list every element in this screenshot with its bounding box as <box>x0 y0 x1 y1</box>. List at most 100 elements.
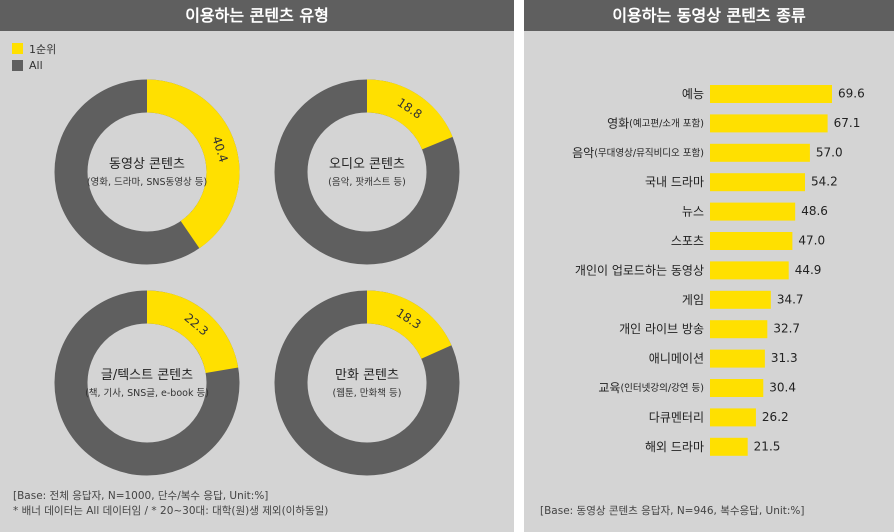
legend-swatch-all <box>12 60 23 71</box>
content-type-panel: 이용하는 콘텐츠 유형 1순위 All 40.4 동영상 콘텐츠 (영화, 드라마,… <box>0 0 514 532</box>
bar-value-label: 44.9 <box>795 263 822 277</box>
left-footnote-line-1: [Base: 전체 응답자, N=1000, 단수/복수 응답, Unit:%] <box>13 490 269 502</box>
category-label: 국내 드라마 <box>645 175 704 189</box>
legend-label-all: All <box>29 59 43 72</box>
bar <box>710 379 764 397</box>
bar <box>710 320 768 339</box>
donut-subtitle: (웹툰, 만화책 등) <box>333 388 402 399</box>
category-sub: (무대영상/뮤직비디오 포함) <box>594 147 704 158</box>
donut-first-rank-arc <box>274 79 460 265</box>
category-main: 스포츠 <box>671 234 704 248</box>
bar-value-label: 34.7 <box>777 292 804 306</box>
bar <box>710 349 765 368</box>
donut-subtitle: (영화, 드라마, SNS동영상 등) <box>87 177 207 188</box>
bar-value-label: 54.2 <box>811 175 838 189</box>
bar-row: 개인이 업로드하는 동영상 44.9 <box>575 261 822 280</box>
bar-value-label: 32.7 <box>773 322 800 336</box>
category-main: 개인 라이브 방송 <box>619 322 704 336</box>
category-label: 해외 드라마 <box>645 439 704 453</box>
donut-4: 18.3만화 콘텐츠(웹툰, 만화책 등) <box>274 290 460 476</box>
bar-row: 음악(무대영상/뮤직비디오 포함) 57.0 <box>572 143 843 162</box>
bar-row: 개인 라이브 방송 32.7 <box>619 320 800 339</box>
category-main: 개인이 업로드하는 동영상 <box>575 263 704 277</box>
donut-first-rank-arc <box>274 290 460 476</box>
bar-value-label: 57.0 <box>816 145 843 159</box>
bar <box>710 202 796 221</box>
category-main: 애니메이션 <box>649 351 704 365</box>
category-label: 교육(인터넷강의/강연 등) <box>598 381 704 395</box>
category-main: 다큐멘터리 <box>649 410 704 424</box>
bar <box>710 173 806 192</box>
category-main: 음악 <box>572 145 594 159</box>
left-footnote-line-2: * 배너 데이터는 All 데이터임 / * 20~30대: 대학(원)생 제외… <box>13 505 329 517</box>
donut-legend: 1순위 All <box>12 40 56 74</box>
category-sub: (예고편/소개 포함) <box>629 117 704 129</box>
bar <box>710 290 771 309</box>
bar-value-label: 69.6 <box>838 87 865 101</box>
category-label: 게임 <box>682 292 704 306</box>
left-footnote: [Base: 전체 응답자, N=1000, 단수/복수 응답, Unit:%]… <box>13 489 328 519</box>
bar-row: 영화(예고편/소개 포함) 67.1 <box>607 114 861 133</box>
legend-swatch-first-rank <box>12 43 23 54</box>
bar-row: 애니메이션 31.3 <box>649 349 798 368</box>
donut-title: 글/텍스트 콘텐츠 <box>101 368 193 383</box>
bar-row: 국내 드라마 54.2 <box>645 173 838 192</box>
category-label: 영화(예고편/소개 포함) <box>607 116 704 130</box>
bar-row: 뉴스 48.6 <box>682 202 828 221</box>
bar <box>710 232 793 250</box>
category-main: 뉴스 <box>682 204 704 218</box>
video-type-bar-chart: 예능 69.6 영화(예고편/소개 포함) 67.1 음악(무대영상/뮤직비디오 포함)… <box>572 85 865 456</box>
legend-item-first-rank: 1순위 <box>12 40 56 57</box>
category-label: 음악(무대영상/뮤직비디오 포함) <box>572 145 704 159</box>
category-label: 애니메이션 <box>649 351 704 365</box>
donut-first-rank-arc <box>54 290 240 476</box>
bar <box>710 85 832 103</box>
category-main: 예능 <box>682 87 704 101</box>
donut-first-rank-arc <box>54 79 240 265</box>
donut-title: 동영상 콘텐츠 <box>109 157 185 172</box>
category-label: 스포츠 <box>671 234 704 248</box>
bar-value-label: 31.3 <box>771 351 798 365</box>
bar-row: 해외 드라마 21.5 <box>645 437 781 456</box>
category-label: 개인이 업로드하는 동영상 <box>575 263 704 277</box>
category-main: 해외 드라마 <box>645 439 704 453</box>
bar <box>710 408 756 427</box>
category-main: 게임 <box>682 292 704 306</box>
bar <box>710 437 748 456</box>
donut-3: 22.3글/텍스트 콘텐츠(책, 기사, SNS글, e-book 등) <box>54 290 240 476</box>
video-type-title: 이용하는 동영상 콘텐츠 종류 <box>524 0 894 31</box>
right-footnote: [Base: 동영상 콘텐츠 응답자, N=946, 복수응답, Unit:%] <box>540 505 805 517</box>
donut-subtitle: (음악, 팟캐스트 등) <box>328 176 406 188</box>
category-main: 교육 <box>598 381 620 395</box>
donut-subtitle: (책, 기사, SNS글, e-book 등) <box>85 388 209 399</box>
bar-row: 게임 34.7 <box>682 290 804 309</box>
bar <box>710 261 789 280</box>
bar-row: 다큐멘터리 26.2 <box>649 408 789 427</box>
category-main: 영화 <box>607 116 629 130</box>
legend-item-all: All <box>12 57 56 74</box>
bar-value-label: 67.1 <box>834 116 861 130</box>
bar-value-label: 47.0 <box>798 234 825 248</box>
category-label: 예능 <box>682 87 704 101</box>
category-sub: (인터넷강의/강연 등) <box>620 383 704 394</box>
bar-row: 스포츠 47.0 <box>671 232 825 250</box>
category-label: 다큐멘터리 <box>649 410 704 424</box>
category-label: 뉴스 <box>682 204 704 218</box>
category-label: 개인 라이브 방송 <box>619 322 704 336</box>
bar-value-label: 30.4 <box>769 381 796 395</box>
bar-row: 예능 69.6 <box>682 85 865 103</box>
content-type-title: 이용하는 콘텐츠 유형 <box>0 0 514 31</box>
bar-value-label: 48.6 <box>801 204 828 218</box>
donut-title: 만화 콘텐츠 <box>335 368 399 383</box>
bar-value-label: 26.2 <box>762 410 789 424</box>
donut-title: 오디오 콘텐츠 <box>329 157 405 172</box>
legend-label-first-rank: 1순위 <box>29 42 57 56</box>
bar-value-label: 21.5 <box>754 439 781 453</box>
bar-row: 교육(인터넷강의/강연 등) 30.4 <box>598 379 796 397</box>
video-type-panel: 이용하는 동영상 콘텐츠 종류 예능 69.6 영화(예고편/소개 포함) 67.1 음… <box>524 0 894 532</box>
bar <box>710 114 828 133</box>
category-main: 국내 드라마 <box>645 175 704 189</box>
